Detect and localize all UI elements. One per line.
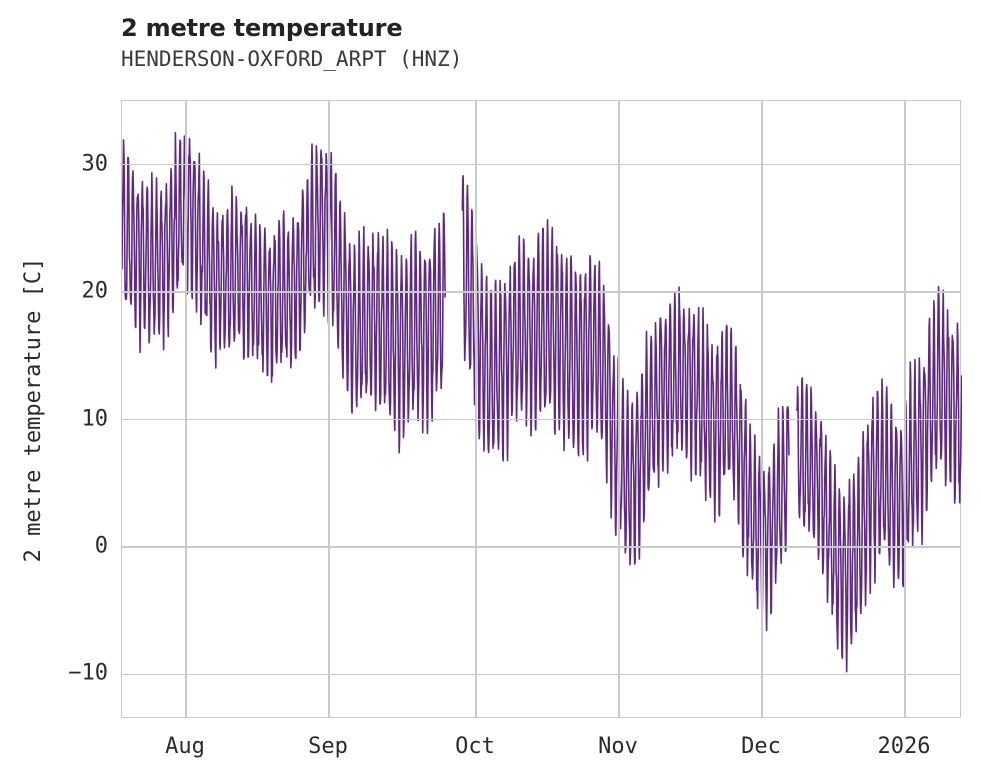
y-axis-tick: 30 (81, 151, 109, 177)
gridline-horizontal (122, 164, 960, 166)
gridline-horizontal (122, 546, 960, 548)
gridline-vertical (185, 101, 187, 717)
title-block: 2 metre temperature HENDERSON-OXFORD_ARP… (121, 14, 961, 73)
y-axis-tick: −10 (68, 660, 108, 686)
series-path (461, 175, 790, 632)
x-axis-tick: Dec (741, 734, 781, 759)
x-axis-tick: Oct (455, 734, 495, 759)
gridline-vertical (904, 101, 906, 717)
x-axis-tick-labels: Aug Sep Oct Nov Dec 2026 (121, 734, 961, 768)
y-axis-tick-labels: 30 20 10 0 −10 (0, 100, 108, 718)
gridline-horizontal (122, 418, 960, 421)
x-axis-tick: 2026 (877, 734, 931, 759)
x-axis-tick: Aug (165, 734, 205, 759)
page-title: 2 metre temperature (121, 14, 403, 42)
gridline-horizontal (122, 673, 960, 676)
gridline-vertical (761, 101, 763, 717)
series-path (796, 285, 962, 673)
gridline-vertical (475, 101, 477, 717)
y-axis-tick: 0 (94, 533, 108, 559)
series-path (122, 131, 446, 454)
gridline-vertical (328, 101, 330, 717)
chart-subtitle: HENDERSON-OXFORD_ARPT (HNZ) (121, 47, 463, 71)
temperature-series (122, 131, 962, 673)
gridline-vertical (618, 101, 620, 717)
x-axis-tick: Nov (598, 734, 638, 759)
y-axis-tick: 10 (81, 406, 109, 432)
gridline-horizontal (122, 291, 960, 293)
y-axis-tick: 20 (81, 278, 109, 304)
plot-area (121, 100, 962, 718)
x-axis-tick: Sep (308, 734, 348, 759)
